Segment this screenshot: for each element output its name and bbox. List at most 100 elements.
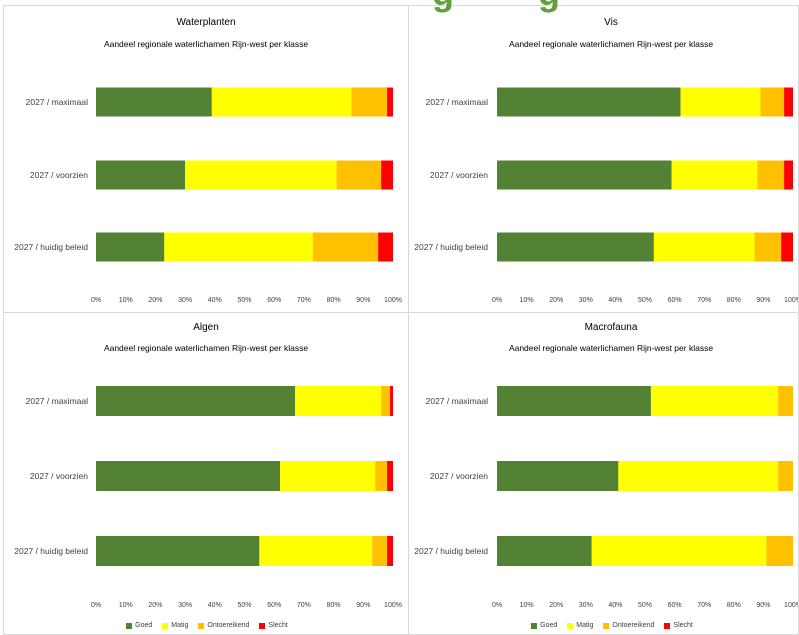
bar-segment	[766, 536, 793, 566]
legend-label: Ontoereikend	[207, 622, 250, 629]
x-tick-label: 70%	[297, 297, 311, 304]
x-tick-label: 10%	[520, 602, 534, 609]
bar-segment	[312, 232, 379, 262]
bar-segment	[378, 232, 393, 262]
bar-segment	[387, 87, 393, 117]
x-tick-label: 0%	[91, 297, 101, 304]
chart-title: Algen	[193, 322, 219, 333]
category-label: 2027 / voorzien	[430, 170, 488, 180]
x-tick-label: 80%	[727, 602, 741, 609]
legend-swatch-matig	[162, 622, 169, 629]
legend-item-goed: Goed	[126, 622, 152, 629]
category-label: 2027 / huidig beleid	[414, 242, 488, 252]
category-label: 2027 / voorzien	[30, 170, 88, 180]
x-tick-label: 90%	[756, 297, 770, 304]
x-tick-label: 0%	[91, 602, 101, 609]
bar-segment	[294, 386, 382, 416]
bar-segment	[497, 386, 651, 416]
x-tick-label: 50%	[638, 297, 652, 304]
legend-swatch-ontoereikend	[603, 622, 610, 629]
chart-title: Waterplanten	[176, 17, 236, 28]
chart-legend: Goed Matig Ontoereikend Slecht	[412, 620, 798, 631]
bar-segment	[497, 461, 619, 491]
bar-segment	[781, 232, 793, 262]
legend-item-goed: Goed	[531, 622, 557, 629]
x-tick-label: 0%	[492, 297, 502, 304]
bar-segment	[96, 232, 165, 262]
chart-title: Macrofauna	[584, 322, 638, 333]
category-label: 2027 / huidig beleid	[14, 546, 88, 556]
chart-panel-vis: Vis Aandeel regionale waterlichamen Rijn…	[408, 5, 799, 313]
cropped-heading-fragment: g	[538, 0, 560, 11]
legend-label: Matig	[171, 622, 189, 629]
legend-swatch-slecht	[259, 622, 266, 629]
bar-segment	[778, 461, 793, 491]
category-label: 2027 / voorzien	[430, 471, 488, 481]
bar-segment	[336, 160, 382, 190]
bar-segment	[760, 87, 785, 117]
bar-segment	[96, 461, 281, 491]
x-tick-label: 10%	[520, 297, 534, 304]
bar-segment	[387, 536, 393, 566]
legend-swatch-goed	[126, 622, 133, 629]
bar-segment	[650, 386, 779, 416]
legend-item-matig: Matig	[567, 622, 593, 629]
legend-label: Goed	[135, 622, 153, 629]
legend-item-slecht: Slecht	[664, 622, 693, 629]
bar-segment	[754, 232, 782, 262]
legend-item-slecht: Slecht	[259, 622, 288, 629]
x-tick-label: 40%	[608, 602, 622, 609]
x-tick-label: 40%	[208, 602, 222, 609]
legend-label: Slecht	[673, 622, 693, 629]
legend-label: Ontoereikend	[612, 622, 655, 629]
bar-segment	[591, 536, 767, 566]
bar-segment	[497, 232, 654, 262]
bar-segment	[497, 87, 681, 117]
x-tick-label: 60%	[267, 297, 281, 304]
bar-segment	[375, 461, 388, 491]
x-tick-label: 80%	[327, 297, 341, 304]
category-label: 2027 / voorzien	[30, 471, 88, 481]
x-tick-label: 40%	[608, 297, 622, 304]
bar-segment	[680, 87, 761, 117]
x-tick-label: 40%	[208, 297, 222, 304]
x-tick-label: 30%	[579, 297, 593, 304]
chart-plot-area: 2027 / maximaal 2027 / voorzien 2027 / hui…	[14, 386, 402, 609]
x-tick-label: 20%	[549, 602, 563, 609]
x-tick-label: 10%	[119, 297, 133, 304]
bar-segment	[372, 536, 388, 566]
category-label: 2027 / huidig beleid	[414, 546, 488, 556]
bar-segment	[96, 160, 186, 190]
bar-segment	[387, 461, 393, 491]
chart-subtitle: Aandeel regionale waterlichamen Rijn-wes…	[508, 39, 714, 49]
bar-segment	[497, 160, 672, 190]
category-label: 2027 / maximaal	[26, 396, 88, 406]
chart-title: Vis	[604, 17, 618, 28]
x-tick-label: 30%	[178, 602, 192, 609]
legend-label: Goed	[540, 622, 558, 629]
x-tick-label: 30%	[579, 602, 593, 609]
legend-label: Slecht	[268, 622, 288, 629]
bar-segment	[381, 386, 391, 416]
x-tick-label: 90%	[356, 297, 370, 304]
x-tick-label: 20%	[549, 297, 563, 304]
x-tick-label: 70%	[697, 602, 711, 609]
legend-swatch-goed	[531, 622, 538, 629]
legend-item-matig: Matig	[162, 622, 188, 629]
chart-subtitle: Aandeel regionale waterlichamen Rijn-wes…	[508, 343, 714, 353]
category-label: 2027 / maximaal	[426, 396, 488, 406]
legend-label: Matig	[576, 622, 594, 629]
bar-segment	[280, 461, 376, 491]
bar-segment	[351, 87, 388, 117]
x-tick-label: 90%	[756, 602, 770, 609]
bar-segment	[784, 160, 793, 190]
x-tick-label: 30%	[178, 297, 192, 304]
bar-segment	[671, 160, 758, 190]
x-tick-label: 70%	[297, 602, 311, 609]
legend-item-ontoereikend: Ontoereikend	[198, 622, 249, 629]
chart-subtitle: Aandeel regionale waterlichamen Rijn-wes…	[103, 343, 309, 353]
bar-segment	[185, 160, 337, 190]
legend-swatch-ontoereikend	[198, 622, 205, 629]
bar-segment	[96, 536, 260, 566]
bar-segment	[96, 87, 212, 117]
